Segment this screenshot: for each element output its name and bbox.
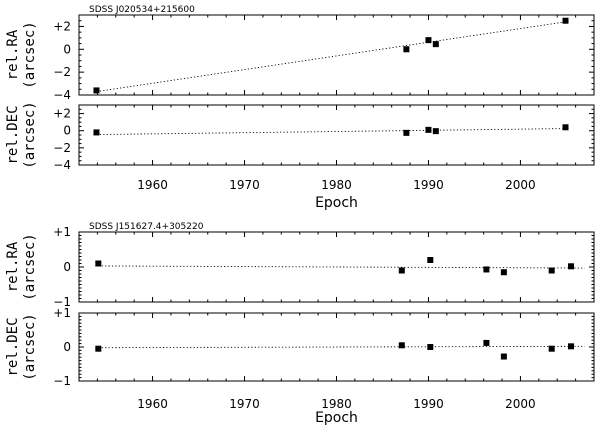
y-tick-label: −2 bbox=[53, 65, 71, 79]
y-tick-label: −1 bbox=[53, 295, 71, 309]
y-tick-label: 0 bbox=[63, 42, 71, 56]
x-tick-label: 2000 bbox=[505, 397, 536, 411]
y-axis-label: rel.DEC bbox=[5, 317, 21, 376]
x-tick-label: 1980 bbox=[321, 178, 352, 192]
panel-2: −4 −2 0 +2 rel.DEC (arcsec) 1960 1970 1980 1990 20… bbox=[5, 101, 595, 211]
data-point bbox=[93, 129, 100, 136]
x-tick-label: 1960 bbox=[137, 178, 168, 192]
y-tick-label: +2 bbox=[53, 107, 71, 121]
panel-1: −4 −2 0 +2 rel.RA (arcsec) SDSS J020534+215600 bbox=[5, 5, 595, 102]
y-axis-label: rel.RA bbox=[5, 241, 21, 292]
y-tick-label: +1 bbox=[53, 225, 71, 239]
panel-title: SDSS J020534+215600 bbox=[89, 5, 195, 15]
y-tick-label: 0 bbox=[63, 124, 71, 138]
data-point bbox=[95, 260, 102, 267]
x-tick-label: 1990 bbox=[413, 397, 444, 411]
data-point bbox=[562, 124, 569, 131]
data-point bbox=[568, 263, 575, 270]
y-axis-label: (arcsec) bbox=[22, 313, 38, 380]
data-point bbox=[432, 41, 439, 48]
data-point bbox=[568, 343, 575, 350]
y-tick-label: −1 bbox=[53, 374, 71, 388]
fit-line bbox=[98, 345, 585, 349]
y-tick-label: 0 bbox=[63, 340, 71, 354]
data-point bbox=[95, 345, 102, 352]
fit-line bbox=[98, 265, 585, 269]
x-tick-label: 1960 bbox=[137, 397, 168, 411]
y-axis-label: (arcsec) bbox=[22, 21, 38, 88]
panel-title: SDSS J151627.4+305220 bbox=[89, 222, 204, 232]
fit-line bbox=[96, 128, 566, 136]
fit-line bbox=[96, 21, 566, 93]
data-point bbox=[548, 267, 555, 274]
y-tick-label: 0 bbox=[63, 260, 71, 274]
x-axis-label: Epoch bbox=[315, 195, 358, 211]
y-axis-label: (arcsec) bbox=[22, 233, 38, 300]
panel-4: −1 0 +1 rel.DEC (arcsec) 1960 1970 1980 1990 2000… bbox=[5, 306, 595, 426]
panel-3: −1 0 +1 rel.RA (arcsec) SDSS J151627.4+305220 bbox=[5, 222, 595, 309]
y-tick-label: −2 bbox=[53, 141, 71, 155]
data-point bbox=[500, 353, 507, 360]
y-tick-label: +1 bbox=[53, 306, 71, 320]
y-axis-label: (arcsec) bbox=[22, 101, 38, 168]
x-axis-label: Epoch bbox=[315, 410, 358, 426]
data-point bbox=[500, 269, 507, 276]
plot-frame bbox=[78, 14, 595, 96]
data-point bbox=[403, 129, 410, 136]
y-tick-label: −4 bbox=[53, 88, 71, 102]
x-tick-label: 1970 bbox=[229, 397, 260, 411]
data-point bbox=[398, 267, 405, 274]
data-point bbox=[562, 17, 569, 24]
data-point bbox=[425, 126, 432, 133]
data-point bbox=[483, 266, 490, 273]
data-point bbox=[403, 46, 410, 53]
x-tick-label: 2000 bbox=[505, 178, 536, 192]
data-point bbox=[427, 257, 434, 263]
x-tick-label: 1980 bbox=[321, 397, 352, 411]
data-point bbox=[432, 128, 439, 135]
data-point bbox=[398, 342, 405, 349]
data-point bbox=[483, 339, 490, 346]
plot-frame bbox=[78, 104, 595, 166]
data-point bbox=[425, 37, 432, 44]
y-tick-label: −4 bbox=[53, 158, 71, 172]
x-tick-label: 1990 bbox=[413, 178, 444, 192]
x-tick-label: 1970 bbox=[229, 178, 260, 192]
data-point bbox=[548, 345, 555, 352]
data-point bbox=[93, 87, 100, 94]
y-tick-label: +2 bbox=[53, 19, 71, 33]
y-axis-label: rel.RA bbox=[5, 29, 21, 80]
y-axis-label: rel.DEC bbox=[5, 105, 21, 164]
data-point bbox=[427, 344, 434, 350]
